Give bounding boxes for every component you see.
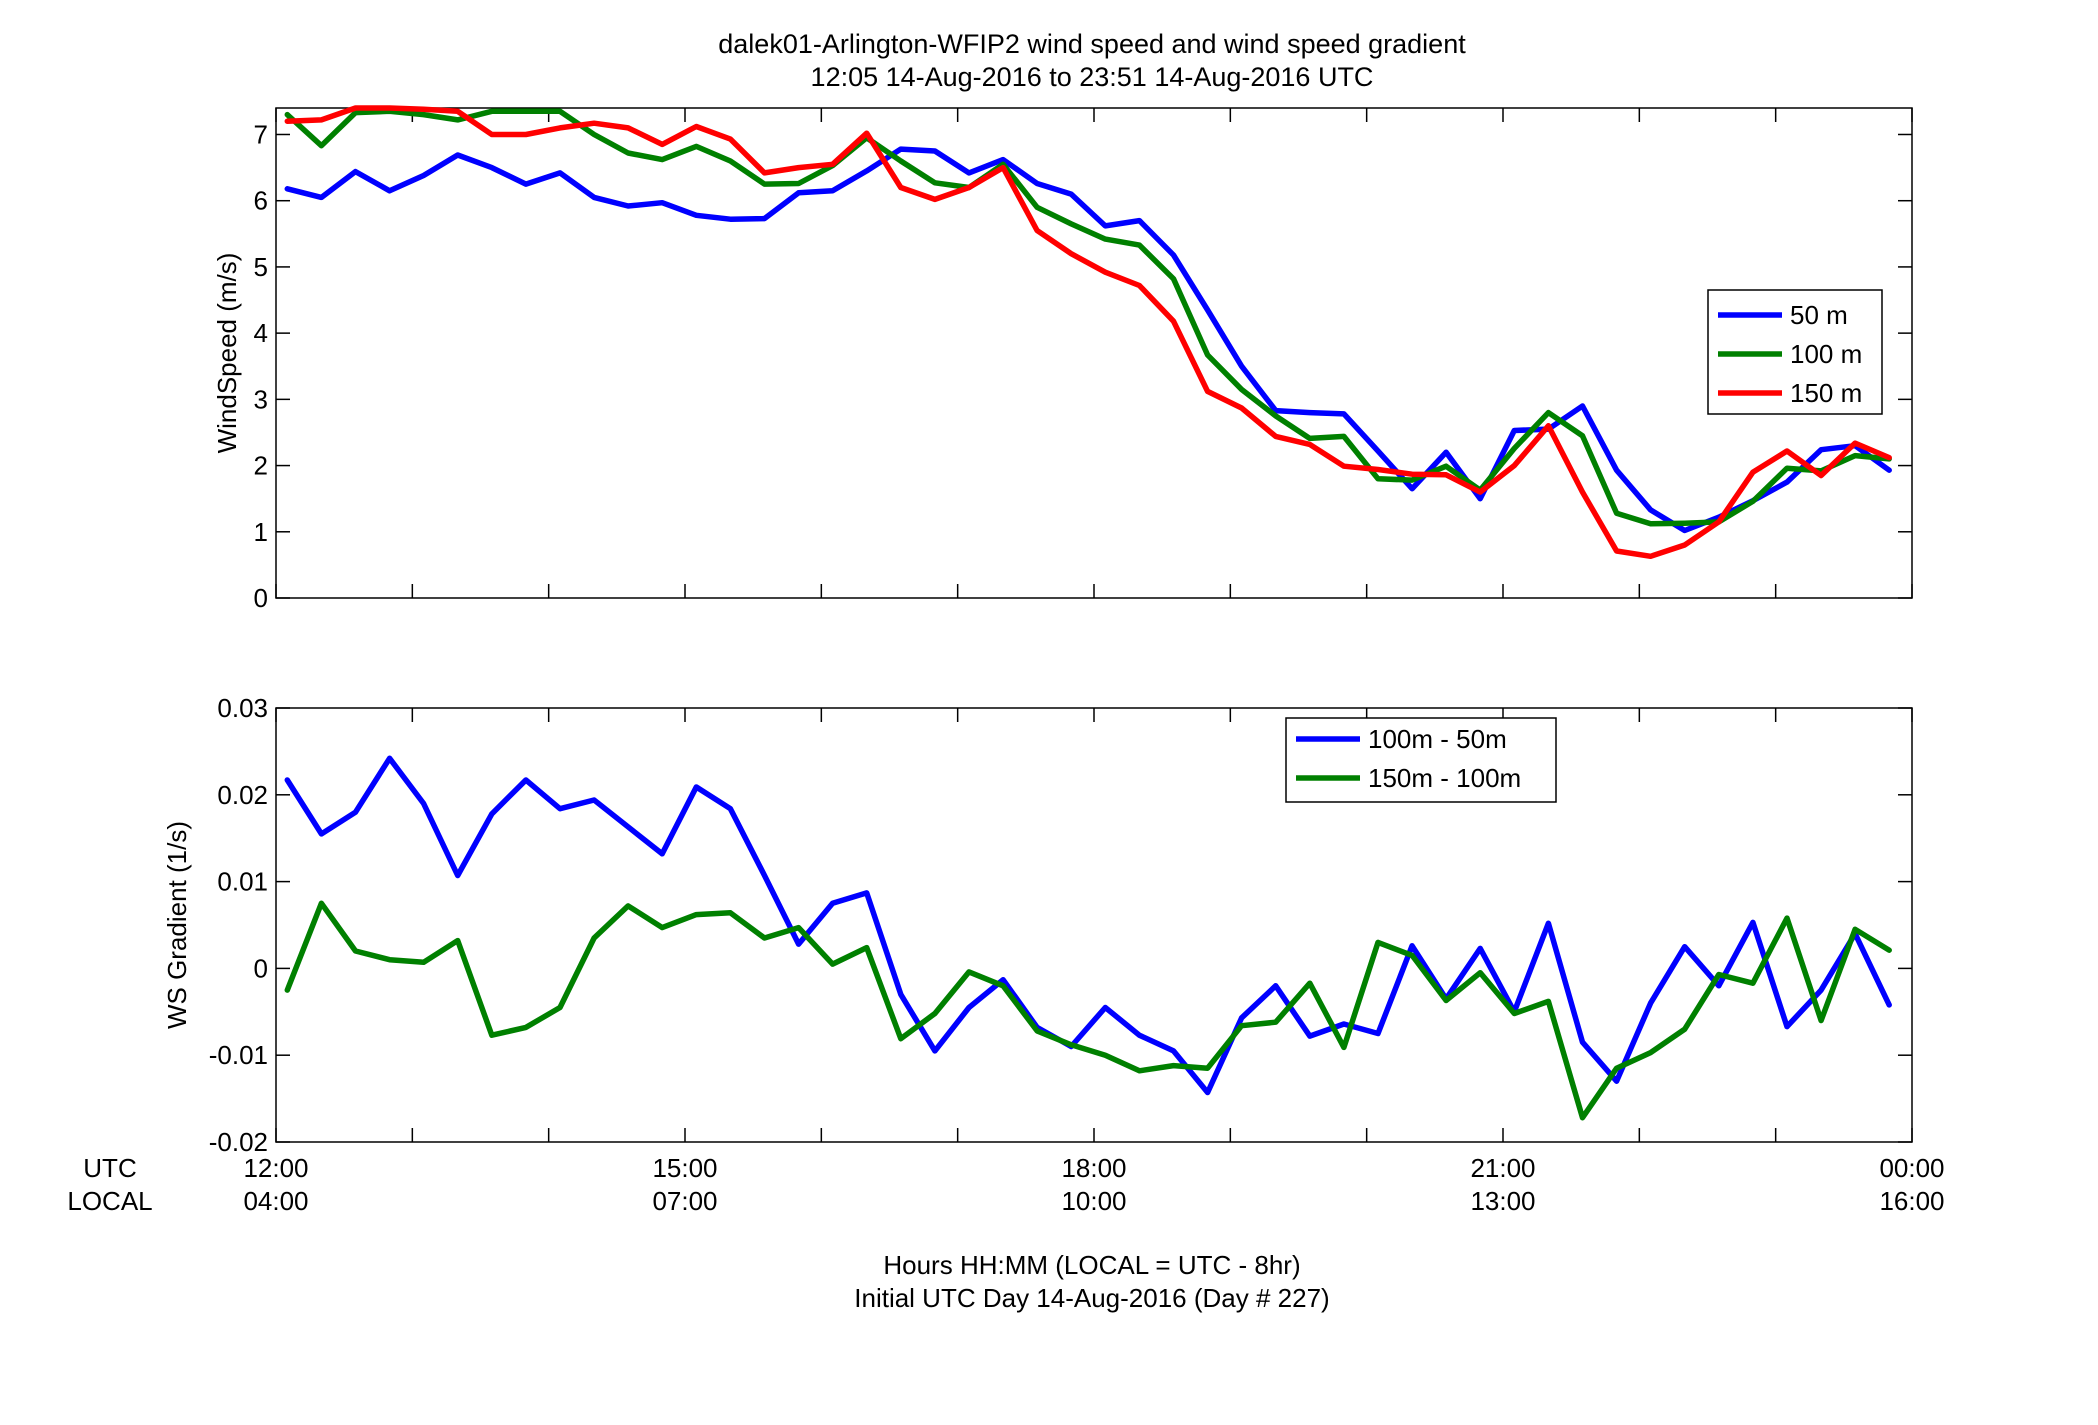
utc-tick-label: 12:00	[243, 1153, 308, 1183]
gradient-series-1	[284, 755, 1892, 1096]
gradient-ytick-label: 0.03	[217, 693, 268, 723]
windspeed-series-1	[284, 146, 1892, 534]
local-tick-label: 16:00	[1879, 1186, 1944, 1216]
gradient-series	[284, 755, 1892, 1121]
local-tick-labels: 04:00 07:00 10:00 13:00 16:00	[243, 1186, 1944, 1216]
windspeed-y-ticks: 0 1 2 3 4 5 6 7	[254, 119, 1912, 613]
x-axis-label-line2: Initial UTC Day 14-Aug-2016 (Day # 227)	[854, 1283, 1329, 1313]
utc-tick-label: 21:00	[1470, 1153, 1535, 1183]
windspeed-ytick-label: 3	[254, 384, 268, 414]
windspeed-ytick-label: 1	[254, 517, 268, 547]
windspeed-panel: 0 1 2 3 4 5 6 7 WindSpeed (m/s) 50 m 100 m 150 …	[212, 105, 1913, 613]
gradient-legend-box	[1285, 717, 1557, 803]
utc-tick-label: 00:00	[1879, 1153, 1944, 1183]
chart-title-line1: dalek01-Arlington-WFIP2 wind speed and w…	[718, 29, 1466, 59]
local-tick-label: 07:00	[652, 1186, 717, 1216]
gradient-ytick-label: -0.02	[209, 1127, 268, 1157]
utc-tick-label: 15:00	[652, 1153, 717, 1183]
windspeed-ytick-label: 6	[254, 186, 268, 216]
chart-title-line2: 12:05 14-Aug-2016 to 23:51 14-Aug-2016 U…	[811, 62, 1374, 92]
local-tick-label: 10:00	[1061, 1186, 1126, 1216]
windspeed-ytick-label: 4	[254, 318, 268, 348]
utc-tick-labels: 12:00 15:00 18:00 21:00 00:00	[243, 1153, 1944, 1183]
legend-label-150m: 150 m	[1790, 378, 1862, 408]
gradient-ytick-label: 0	[254, 953, 268, 983]
x-axis-label-line1: Hours HH:MM (LOCAL = UTC - 8hr)	[883, 1250, 1300, 1280]
utc-tick-label: 18:00	[1061, 1153, 1126, 1183]
gradient-x-ticks	[275, 708, 1913, 1142]
gradient-y-ticks: -0.02 -0.01 0 0.01 0.02 0.03	[209, 693, 1912, 1157]
gradient-legend: 100m - 50m 150m - 100m	[1285, 717, 1557, 803]
windspeed-series-2	[284, 108, 1892, 527]
local-tick-label: 13:00	[1470, 1186, 1535, 1216]
utc-row-label: UTC	[83, 1153, 136, 1183]
legend-label-100m-50m: 100m - 50m	[1368, 724, 1507, 754]
gradient-plot-frame	[275, 707, 1913, 1143]
windspeed-ytick-label: 5	[254, 252, 268, 282]
windspeed-legend: 50 m 100 m 150 m	[1707, 289, 1883, 415]
windspeed-ytick-label: 0	[254, 583, 268, 613]
legend-label-150m-100m: 150m - 100m	[1368, 763, 1521, 793]
windspeed-ytick-label: 2	[254, 451, 268, 481]
local-tick-label: 04:00	[243, 1186, 308, 1216]
gradient-ytick-label: 0.01	[217, 867, 268, 897]
windspeed-series	[284, 105, 1892, 560]
gradient-y-axis-label: WS Gradient (1/s)	[162, 821, 192, 1029]
gradient-ytick-label: -0.01	[209, 1040, 268, 1070]
legend-label-50m: 50 m	[1790, 300, 1848, 330]
windspeed-ytick-label: 7	[254, 119, 268, 149]
windspeed-y-axis-label: WindSpeed (m/s)	[212, 253, 242, 454]
windspeed-series-3	[284, 105, 1892, 560]
legend-label-100m: 100 m	[1790, 339, 1862, 369]
gradient-series-2	[284, 900, 1892, 1121]
gradient-ytick-label: 0.02	[217, 780, 268, 810]
gradient-panel: -0.02 -0.01 0 0.01 0.02 0.03 WS Gradient (1/s…	[162, 693, 1913, 1157]
local-row-label: LOCAL	[67, 1186, 152, 1216]
windspeed-x-ticks	[275, 108, 1913, 598]
